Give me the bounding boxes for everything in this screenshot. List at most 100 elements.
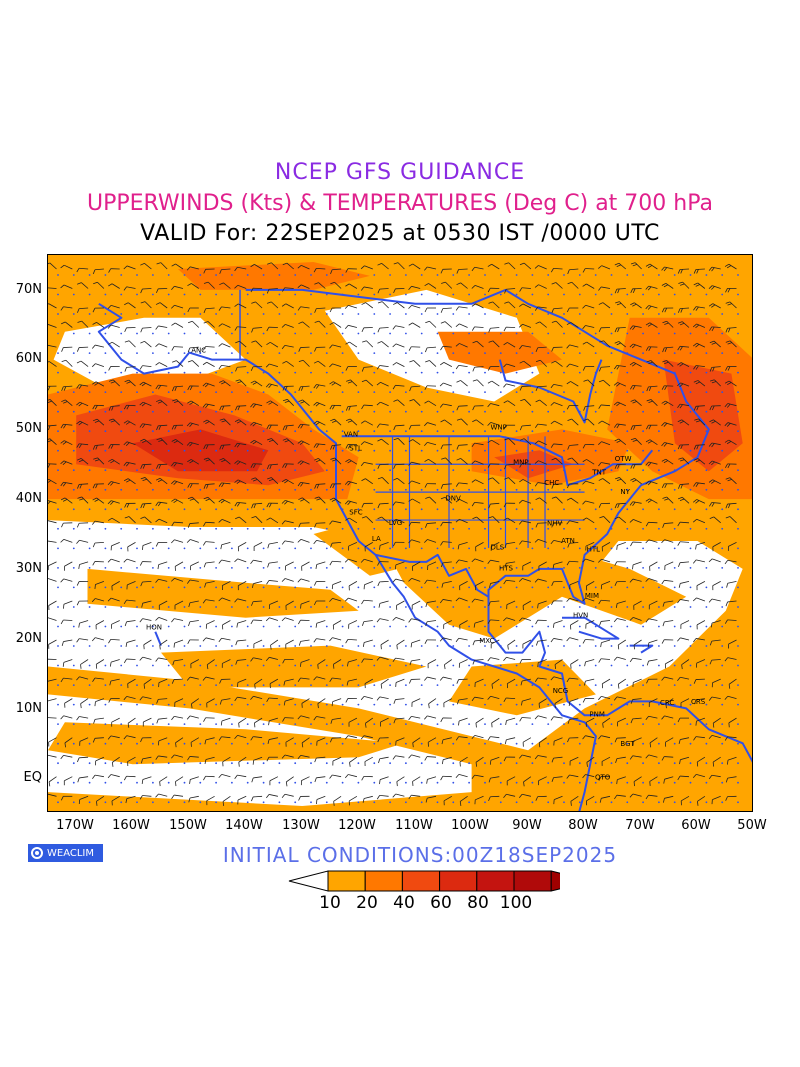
wind-barb (376, 401, 391, 413)
wind-barb (724, 263, 739, 276)
wind-barb (265, 656, 281, 667)
coastlines (97, 288, 752, 811)
wind-barb (329, 737, 344, 745)
wind-barb (140, 327, 154, 335)
wind-barb (345, 366, 360, 374)
wind-barb (250, 380, 265, 393)
wind-barb (283, 698, 297, 706)
wind-barb (455, 323, 470, 335)
wind-barb (570, 659, 581, 669)
wind-barb (677, 444, 692, 452)
wind-barb (64, 737, 75, 748)
wind-barb (360, 441, 376, 452)
wind-barb (187, 483, 202, 491)
wind-barb (60, 306, 75, 315)
wind-barb (92, 542, 107, 550)
color-bar-segment (513, 870, 552, 892)
wind-barb (139, 381, 154, 393)
wind-barb (724, 736, 739, 745)
wind-barb (519, 463, 534, 472)
wind-barb (678, 281, 692, 296)
wind-barb (297, 264, 312, 276)
wind-barb (503, 383, 518, 393)
wind-barb (695, 542, 708, 550)
wind-barb (503, 363, 518, 374)
station-label: DNV (445, 495, 461, 503)
wind-barb (553, 737, 565, 746)
wind-barb (329, 497, 344, 511)
wind-barb (159, 639, 170, 650)
wind-barb (235, 366, 249, 374)
station-label: TNT (591, 469, 607, 477)
wind-barb (236, 620, 249, 628)
wind-barb (266, 756, 281, 765)
wind-barb (440, 307, 455, 315)
wind-barb (140, 438, 154, 452)
wind-barb (489, 756, 502, 765)
wind-barb (677, 419, 692, 433)
wind-barb (630, 399, 644, 413)
wind-barb (281, 540, 297, 550)
wind-barb (297, 754, 312, 765)
wind-barb (598, 462, 613, 472)
wind-barb (662, 320, 676, 335)
wind-barb (471, 598, 486, 608)
wind-barb (677, 307, 692, 315)
wind-barb (60, 264, 75, 276)
wind-barb (424, 400, 439, 413)
wind-barb (314, 346, 328, 354)
wind-barb (281, 324, 297, 335)
wind-barb (459, 756, 470, 767)
wind-barb (440, 419, 455, 433)
wind-barb (297, 306, 312, 315)
wind-barb (424, 266, 439, 276)
wind-barb (677, 599, 692, 608)
wind-barb (598, 658, 613, 667)
wind-barb (203, 419, 217, 433)
wind-barb (424, 422, 439, 433)
wind-barb (662, 360, 676, 374)
wind-barb (377, 262, 391, 276)
wind-barb (139, 401, 154, 413)
wind-barb (234, 266, 249, 276)
wind-barb (633, 639, 644, 650)
wind-barb (76, 522, 91, 530)
wind-barb (427, 659, 439, 669)
wind-barb (377, 341, 391, 354)
wind-barb (522, 600, 534, 610)
wind-barb (725, 327, 739, 335)
wind-barb (171, 577, 186, 589)
wind-barb (80, 698, 91, 709)
lat-label: 10N (15, 701, 42, 716)
wind-barb (158, 678, 170, 688)
wind-barb (108, 268, 123, 276)
wind-barb (677, 268, 692, 276)
wind-barb (598, 302, 613, 315)
wind-barb (503, 656, 518, 667)
wind-barb (601, 542, 613, 552)
wind-barb (648, 600, 660, 610)
wind-barb (598, 502, 613, 511)
wind-barb (551, 600, 565, 608)
wind-barb (632, 737, 644, 746)
wind-barb (92, 418, 107, 433)
wind-barb (711, 678, 724, 688)
coastline (629, 644, 654, 654)
wind-barb (440, 268, 455, 276)
shading-band (87, 568, 359, 618)
wind-barb (377, 516, 391, 530)
wind-barb (330, 268, 344, 276)
wind-barb (204, 756, 217, 765)
lon-label: 70W (625, 818, 655, 833)
wind-barb (139, 423, 154, 433)
wind-barb (254, 717, 265, 728)
wind-barb (455, 736, 470, 745)
wind-barb (646, 659, 660, 667)
wind-barb (392, 325, 407, 335)
wind-barb (108, 283, 123, 296)
wind-barb (313, 638, 328, 647)
wind-barb (598, 286, 613, 296)
weaclim-logo: WEACLIM (28, 844, 103, 862)
wind-barb (331, 581, 344, 590)
wind-barb (661, 639, 676, 647)
